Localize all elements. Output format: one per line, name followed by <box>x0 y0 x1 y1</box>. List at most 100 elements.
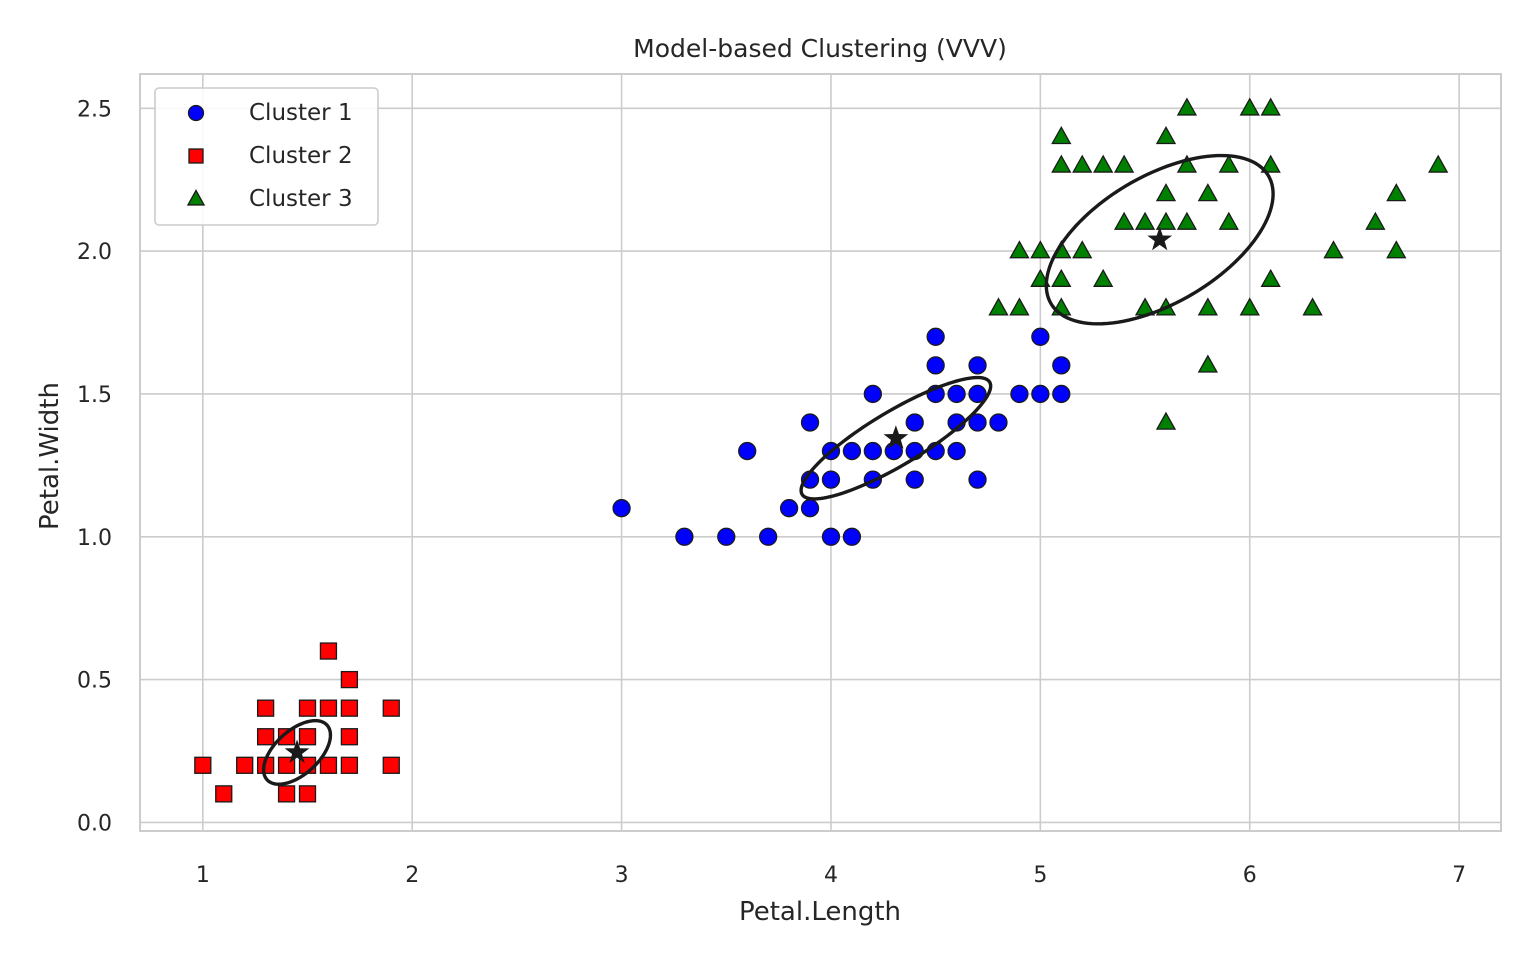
cluster-2-point <box>319 699 338 717</box>
cluster-2-point <box>256 699 275 717</box>
cluster-3-center-star <box>1147 226 1173 251</box>
y-axis-label: Petal.Width <box>35 382 65 530</box>
cluster-3-point <box>1365 211 1386 230</box>
cluster-3-point <box>1197 297 1218 316</box>
cluster-3-point <box>1155 126 1177 145</box>
cluster-2-point <box>277 728 296 746</box>
cluster-1-point <box>863 441 882 461</box>
x-tick-label: 1 <box>196 863 210 888</box>
cluster-3-point <box>1239 297 1260 316</box>
cluster-2-center-star <box>284 739 310 763</box>
cluster-3-point <box>1155 183 1177 202</box>
cluster-1-point <box>1052 384 1071 404</box>
x-tick-label: 6 <box>1243 863 1257 888</box>
y-tick-label: 2.0 <box>77 240 112 265</box>
cluster-3-point <box>1009 297 1030 316</box>
cluster-3-point <box>1176 154 1198 173</box>
cluster-1-point <box>905 413 924 432</box>
cluster-1-point <box>800 413 820 432</box>
cluster-3-point <box>1009 240 1030 259</box>
cluster-2-point <box>256 728 275 746</box>
cluster-ellipses <box>261 153 1275 786</box>
legend-label-cluster-2: Cluster 2 <box>249 143 353 169</box>
cluster-2-ellipse <box>261 718 333 786</box>
y-tick-label: 2.5 <box>77 97 112 122</box>
cluster-3-point <box>1197 354 1218 373</box>
cluster-1-point <box>968 384 987 404</box>
cluster-1-point <box>759 527 778 546</box>
legend-marker-cluster-3 <box>186 189 206 206</box>
x-tick-label: 2 <box>405 863 419 888</box>
cluster-3-point <box>1218 211 1239 230</box>
cluster-3-point <box>1260 268 1281 287</box>
cluster-3-point <box>1155 411 1177 430</box>
cluster-3-point <box>1260 154 1281 173</box>
cluster-1-point <box>905 470 924 489</box>
legend-marker-cluster-2 <box>188 148 204 164</box>
tick-labels: 1 2 3 4 5 6 7 0.0 0.5 1.0 1.5 2.0 2.5 <box>77 97 1466 888</box>
cluster-3-point <box>1072 240 1093 259</box>
cluster-3-point <box>1113 211 1135 230</box>
cluster-2-point <box>236 756 254 774</box>
cluster-3-point <box>988 297 1009 316</box>
y-tick-label: 1.0 <box>77 526 112 551</box>
cluster-3-point <box>1113 154 1135 173</box>
cluster-2-point <box>382 756 400 774</box>
cluster-1-point <box>863 384 882 404</box>
cluster-1-ellipse <box>799 375 993 501</box>
cluster-3-point <box>1197 183 1218 202</box>
cluster-2-point <box>298 728 317 746</box>
cluster-1-point <box>800 499 820 518</box>
cluster-centers <box>284 226 1173 763</box>
x-tick-label: 5 <box>1033 863 1047 888</box>
cluster-3-ellipse <box>1044 153 1275 326</box>
cluster-1-point <box>968 356 987 375</box>
legend: Cluster 1 Cluster 2 Cluster 3 <box>154 87 379 226</box>
cluster-1-point <box>738 441 757 461</box>
cluster-1-point <box>779 499 799 518</box>
cluster-1-point <box>926 327 945 346</box>
y-tick-label: 0.5 <box>77 669 112 694</box>
cluster-1-point <box>821 470 841 489</box>
cluster-3-point <box>1260 97 1281 116</box>
cluster-3-point <box>1176 211 1198 230</box>
cluster-1-point <box>968 470 987 489</box>
x-axis-label: Petal.Length <box>739 897 901 927</box>
cluster-2-point <box>382 699 400 717</box>
plot-area-frame <box>139 73 1502 832</box>
cluster-2-point <box>340 699 359 717</box>
cluster-3-point <box>1239 97 1260 116</box>
cluster-2-point <box>194 756 212 774</box>
cluster-1-point <box>1031 384 1050 404</box>
cluster-2-point <box>298 699 317 717</box>
cluster-1-center-star <box>883 425 909 449</box>
cluster-2-point <box>277 785 296 803</box>
cluster-1-point <box>842 527 862 546</box>
data-points <box>194 97 1449 803</box>
cluster-1-point <box>1010 384 1029 404</box>
cluster-3-point <box>1072 154 1093 173</box>
cluster-3-point <box>1218 154 1239 173</box>
x-tick-label: 7 <box>1452 863 1466 888</box>
cluster-3-point <box>1134 211 1156 230</box>
cluster-3-point <box>1051 154 1072 173</box>
cluster-2-point <box>319 642 338 660</box>
cluster-1-point <box>842 441 862 461</box>
cluster-1-point <box>947 441 966 461</box>
y-tick-label: 1.5 <box>77 383 112 408</box>
cluster-1-point <box>1031 327 1050 346</box>
cluster-3-point <box>1386 183 1407 202</box>
legend-label-cluster-1: Cluster 1 <box>249 100 353 126</box>
cluster-3-point <box>1093 154 1114 173</box>
cluster-3-point <box>1030 240 1051 259</box>
cluster-2-point <box>319 756 338 774</box>
cluster-3-point <box>1323 240 1344 259</box>
cluster-2-point <box>340 728 359 746</box>
cluster-3-point <box>1155 211 1177 230</box>
cluster-2-point <box>298 785 317 803</box>
cluster-1-point <box>926 356 945 375</box>
cluster-1-point <box>675 527 694 546</box>
legend-box <box>154 87 379 226</box>
cluster-2-point <box>215 785 233 803</box>
y-tick-label: 0.0 <box>77 811 112 836</box>
